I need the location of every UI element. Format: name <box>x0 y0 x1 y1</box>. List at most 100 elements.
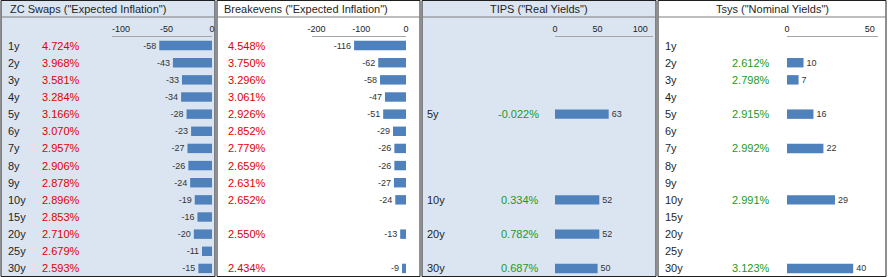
svg-text:8y: 8y <box>665 160 677 172</box>
svg-text:25y: 25y <box>665 245 683 257</box>
svg-text:6y: 6y <box>665 125 677 137</box>
svg-text:30y: 30y <box>665 262 683 274</box>
svg-text:16: 16 <box>816 109 826 119</box>
svg-text:6y: 6y <box>8 125 20 137</box>
svg-text:Breakevens ("Expected Inflatio: Breakevens ("Expected Inflation") <box>224 3 388 15</box>
svg-text:-26: -26 <box>378 161 391 171</box>
svg-text:29: 29 <box>838 195 848 205</box>
svg-text:3.061%: 3.061% <box>228 91 266 103</box>
svg-text:2.434%: 2.434% <box>228 262 266 274</box>
svg-text:-11: -11 <box>187 246 199 256</box>
svg-text:2.906%: 2.906% <box>42 160 80 172</box>
svg-text:30y: 30y <box>427 262 445 274</box>
svg-text:-26: -26 <box>378 143 391 153</box>
svg-text:-27: -27 <box>378 178 391 188</box>
svg-text:2.710%: 2.710% <box>42 228 80 240</box>
svg-text:100: 100 <box>633 24 648 34</box>
svg-text:4.548%: 4.548% <box>228 40 266 52</box>
svg-text:2.612%: 2.612% <box>732 57 770 69</box>
svg-text:3.166%: 3.166% <box>42 108 80 120</box>
svg-text:2.631%: 2.631% <box>228 177 266 189</box>
svg-text:0: 0 <box>784 24 789 34</box>
svg-text:-9: -9 <box>391 263 399 273</box>
svg-text:0.687%: 0.687% <box>501 262 539 274</box>
svg-text:2.593%: 2.593% <box>42 262 80 274</box>
svg-text:0: 0 <box>403 24 408 34</box>
svg-text:7: 7 <box>802 75 807 85</box>
svg-text:-23: -23 <box>175 126 188 136</box>
svg-text:-100: -100 <box>112 24 130 34</box>
svg-text:3.750%: 3.750% <box>228 57 266 69</box>
svg-text:-33: -33 <box>166 75 179 85</box>
svg-text:50: 50 <box>593 24 603 34</box>
svg-text:-34: -34 <box>165 92 178 102</box>
svg-text:2.679%: 2.679% <box>42 245 80 257</box>
svg-text:10: 10 <box>807 58 817 68</box>
svg-text:15y: 15y <box>665 211 683 223</box>
svg-text:Tsys ("Nominal Yields"): Tsys ("Nominal Yields") <box>716 3 829 15</box>
svg-text:0.782%: 0.782% <box>501 228 539 240</box>
svg-text:5y: 5y <box>427 108 439 120</box>
svg-text:0.334%: 0.334% <box>501 194 539 206</box>
svg-text:7y: 7y <box>8 142 20 154</box>
svg-text:10y: 10y <box>665 194 683 206</box>
svg-text:2.957%: 2.957% <box>42 142 80 154</box>
svg-text:20y: 20y <box>665 228 683 240</box>
svg-text:3y: 3y <box>665 74 677 86</box>
svg-text:1y: 1y <box>8 40 20 52</box>
svg-text:-26: -26 <box>172 161 185 171</box>
svg-text:2y: 2y <box>665 57 677 69</box>
svg-text:2.659%: 2.659% <box>228 160 266 172</box>
svg-text:ZC Swaps ("Expected Inflation": ZC Swaps ("Expected Inflation") <box>10 3 166 15</box>
svg-text:4y: 4y <box>665 91 677 103</box>
svg-text:-24: -24 <box>174 178 187 188</box>
svg-text:-200: -200 <box>307 24 325 34</box>
svg-text:-13: -13 <box>384 229 397 239</box>
svg-text:-43: -43 <box>157 58 170 68</box>
svg-text:10y: 10y <box>8 194 26 206</box>
svg-text:22: 22 <box>826 143 836 153</box>
svg-text:TIPS ("Real Yields"): TIPS ("Real Yields") <box>490 3 588 15</box>
svg-text:52: 52 <box>602 195 612 205</box>
svg-text:-24: -24 <box>379 195 392 205</box>
svg-text:-51: -51 <box>367 109 380 119</box>
svg-text:0: 0 <box>209 24 214 34</box>
svg-text:4y: 4y <box>8 91 20 103</box>
svg-text:2.779%: 2.779% <box>228 142 266 154</box>
svg-text:1y: 1y <box>665 40 677 52</box>
svg-text:3.968%: 3.968% <box>42 57 80 69</box>
svg-text:9y: 9y <box>8 177 20 189</box>
svg-text:-50: -50 <box>160 24 173 34</box>
svg-text:10y: 10y <box>427 194 445 206</box>
svg-text:63: 63 <box>612 109 622 119</box>
svg-text:40: 40 <box>856 263 866 273</box>
svg-text:3.296%: 3.296% <box>228 74 266 86</box>
svg-text:-28: -28 <box>171 109 184 119</box>
svg-text:50: 50 <box>601 263 611 273</box>
svg-text:25y: 25y <box>8 245 26 257</box>
svg-text:-19: -19 <box>179 195 192 205</box>
svg-text:2.878%: 2.878% <box>42 177 80 189</box>
svg-text:3.581%: 3.581% <box>42 74 80 86</box>
svg-text:7y: 7y <box>665 142 677 154</box>
svg-text:30y: 30y <box>8 262 26 274</box>
svg-text:5y: 5y <box>8 108 20 120</box>
svg-text:2y: 2y <box>8 57 20 69</box>
svg-text:-20: -20 <box>178 229 191 239</box>
svg-text:-16: -16 <box>181 212 194 222</box>
svg-text:3y: 3y <box>8 74 20 86</box>
svg-text:4.724%: 4.724% <box>42 40 80 52</box>
svg-text:2.853%: 2.853% <box>42 211 80 223</box>
svg-text:2.896%: 2.896% <box>42 194 80 206</box>
svg-text:15y: 15y <box>8 211 26 223</box>
svg-text:2.991%: 2.991% <box>732 194 770 206</box>
svg-text:2.852%: 2.852% <box>228 125 266 137</box>
svg-text:0: 0 <box>552 24 557 34</box>
svg-text:-29: -29 <box>377 126 390 136</box>
svg-text:-116: -116 <box>334 41 351 51</box>
svg-text:8y: 8y <box>8 160 20 172</box>
svg-text:-27: -27 <box>171 143 184 153</box>
svg-text:20y: 20y <box>427 228 445 240</box>
svg-text:3.123%: 3.123% <box>732 262 770 274</box>
svg-text:-47: -47 <box>369 92 382 102</box>
